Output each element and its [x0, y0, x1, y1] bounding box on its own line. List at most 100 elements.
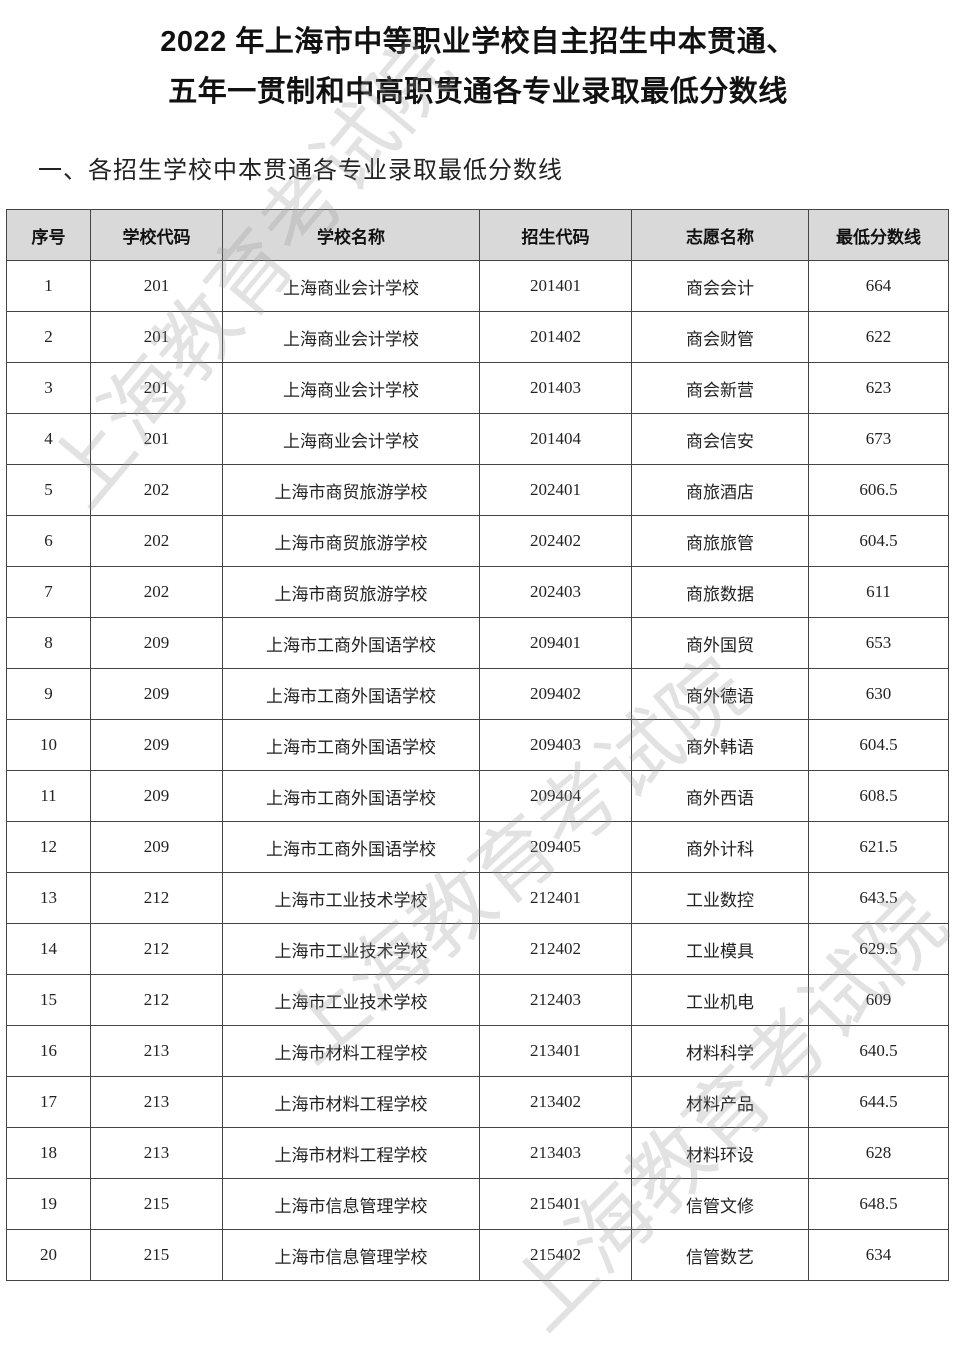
- cell-col-major-name: 商旅旅管: [631, 515, 809, 567]
- cell-col-index: 5: [6, 464, 91, 516]
- header-col-major-name: 志愿名称: [631, 209, 809, 261]
- table-row: 16 213 上海市材料工程学校 213401 材料科学 640.5: [6, 1025, 949, 1077]
- cell-col-school-name: 上海市工商外国语学校: [222, 617, 480, 669]
- cell-col-min-score: 621.5: [808, 821, 949, 873]
- section-title: 一、各招生学校中本贯通各专业录取最低分数线: [38, 158, 563, 184]
- cell-col-enroll-code: 209405: [479, 821, 632, 873]
- cell-col-school-code: 201: [90, 413, 223, 465]
- cell-col-index: 15: [6, 974, 91, 1026]
- header-col-min-score: 最低分数线: [808, 209, 949, 261]
- cell-col-school-name: 上海市信息管理学校: [222, 1178, 480, 1230]
- cell-col-enroll-code: 209401: [479, 617, 632, 669]
- cell-col-school-name: 上海市材料工程学校: [222, 1025, 480, 1077]
- cell-col-enroll-code: 212401: [479, 872, 632, 924]
- table-row: 15 212 上海市工业技术学校 212403 工业机电 609: [6, 974, 949, 1026]
- document-title-line2: 五年一贯制和中高职贯通各专业录取最低分数线: [168, 76, 788, 108]
- cell-col-enroll-code: 209402: [479, 668, 632, 720]
- cell-col-school-code: 209: [90, 719, 223, 771]
- table-row: 17 213 上海市材料工程学校 213402 材料产品 644.5: [6, 1076, 949, 1128]
- cell-col-major-name: 材料产品: [631, 1076, 809, 1128]
- cell-col-school-code: 202: [90, 515, 223, 567]
- cell-col-min-score: 623: [808, 362, 949, 414]
- cell-col-enroll-code: 213401: [479, 1025, 632, 1077]
- table-row: 9 209 上海市工商外国语学校 209402 商外德语 630: [6, 668, 949, 720]
- cell-col-major-name: 信管数艺: [631, 1229, 809, 1281]
- cell-col-enroll-code: 215401: [479, 1178, 632, 1230]
- cell-col-min-score: 673: [808, 413, 949, 465]
- cell-col-enroll-code: 212402: [479, 923, 632, 975]
- cell-col-school-name: 上海市工商外国语学校: [222, 821, 480, 873]
- cell-col-school-code: 201: [90, 311, 223, 363]
- cell-col-enroll-code: 209403: [479, 719, 632, 771]
- cell-col-school-code: 215: [90, 1178, 223, 1230]
- cell-col-major-name: 商旅酒店: [631, 464, 809, 516]
- cell-col-index: 11: [6, 770, 91, 822]
- cell-col-school-name: 上海商业会计学校: [222, 260, 480, 312]
- cell-col-enroll-code: 201403: [479, 362, 632, 414]
- cell-col-enroll-code: 212403: [479, 974, 632, 1026]
- cell-col-index: 1: [6, 260, 91, 312]
- cell-col-major-name: 信管文修: [631, 1178, 809, 1230]
- cell-col-enroll-code: 209404: [479, 770, 632, 822]
- cell-col-min-score: 608.5: [808, 770, 949, 822]
- cell-col-school-name: 上海市信息管理学校: [222, 1229, 480, 1281]
- table-row: 19 215 上海市信息管理学校 215401 信管文修 648.5: [6, 1178, 949, 1230]
- cell-col-enroll-code: 202401: [479, 464, 632, 516]
- cell-col-min-score: 609: [808, 974, 949, 1026]
- cell-col-major-name: 商会财管: [631, 311, 809, 363]
- cell-col-major-name: 商会信安: [631, 413, 809, 465]
- header-col-school-code: 学校代码: [90, 209, 223, 261]
- cell-col-major-name: 商外韩语: [631, 719, 809, 771]
- cell-col-index: 12: [6, 821, 91, 873]
- cell-col-index: 10: [6, 719, 91, 771]
- cell-col-school-name: 上海商业会计学校: [222, 311, 480, 363]
- table-row: 10 209 上海市工商外国语学校 209403 商外韩语 604.5: [6, 719, 949, 771]
- cell-col-school-name: 上海市商贸旅游学校: [222, 464, 480, 516]
- header-col-index: 序号: [6, 209, 91, 261]
- cell-col-min-score: 606.5: [808, 464, 949, 516]
- cell-col-min-score: 604.5: [808, 719, 949, 771]
- cell-col-index: 18: [6, 1127, 91, 1179]
- cell-col-major-name: 材料环设: [631, 1127, 809, 1179]
- cell-col-enroll-code: 201404: [479, 413, 632, 465]
- cell-col-min-score: 644.5: [808, 1076, 949, 1128]
- cell-col-min-score: 648.5: [808, 1178, 949, 1230]
- cell-col-enroll-code: 213403: [479, 1127, 632, 1179]
- cell-col-school-name: 上海市商贸旅游学校: [222, 566, 480, 618]
- table-header-row: 序号 学校代码 学校名称 招生代码 志愿名称 最低分数线: [6, 209, 949, 261]
- table-row: 2 201 上海商业会计学校 201402 商会财管 622: [6, 311, 949, 363]
- table-row: 7 202 上海市商贸旅游学校 202403 商旅数据 611: [6, 566, 949, 618]
- document-title-line1: 2022 年上海市中等职业学校自主招生中本贯通、: [160, 26, 796, 58]
- cell-col-major-name: 商会会计: [631, 260, 809, 312]
- table-row: 8 209 上海市工商外国语学校 209401 商外国贸 653: [6, 617, 949, 669]
- cell-col-school-name: 上海市工商外国语学校: [222, 719, 480, 771]
- cell-col-index: 8: [6, 617, 91, 669]
- cell-col-school-name: 上海商业会计学校: [222, 362, 480, 414]
- cell-col-school-code: 212: [90, 872, 223, 924]
- cell-col-school-code: 209: [90, 821, 223, 873]
- cell-col-index: 9: [6, 668, 91, 720]
- cell-col-min-score: 664: [808, 260, 949, 312]
- cell-col-major-name: 商外计科: [631, 821, 809, 873]
- cell-col-major-name: 商外德语: [631, 668, 809, 720]
- cell-col-min-score: 643.5: [808, 872, 949, 924]
- table-row: 14 212 上海市工业技术学校 212402 工业模具 629.5: [6, 923, 949, 975]
- cell-col-major-name: 工业数控: [631, 872, 809, 924]
- table-row: 3 201 上海商业会计学校 201403 商会新营 623: [6, 362, 949, 414]
- cell-col-school-code: 209: [90, 668, 223, 720]
- cell-col-school-name: 上海市工商外国语学校: [222, 668, 480, 720]
- cell-col-school-code: 213: [90, 1025, 223, 1077]
- cell-col-school-code: 209: [90, 617, 223, 669]
- cell-col-index: 7: [6, 566, 91, 618]
- cell-col-school-name: 上海市商贸旅游学校: [222, 515, 480, 567]
- header-col-school-name: 学校名称: [222, 209, 480, 261]
- cell-col-major-name: 材料科学: [631, 1025, 809, 1077]
- cell-col-school-code: 213: [90, 1127, 223, 1179]
- cell-col-index: 4: [6, 413, 91, 465]
- table-row: 1 201 上海商业会计学校 201401 商会会计 664: [6, 260, 949, 312]
- cell-col-major-name: 商会新营: [631, 362, 809, 414]
- table-row: 11 209 上海市工商外国语学校 209404 商外西语 608.5: [6, 770, 949, 822]
- table-body: 1 201 上海商业会计学校 201401 商会会计 664 2 201 上海商业会计学校 201…: [6, 260, 949, 1281]
- cell-col-index: 13: [6, 872, 91, 924]
- cell-col-major-name: 工业机电: [631, 974, 809, 1026]
